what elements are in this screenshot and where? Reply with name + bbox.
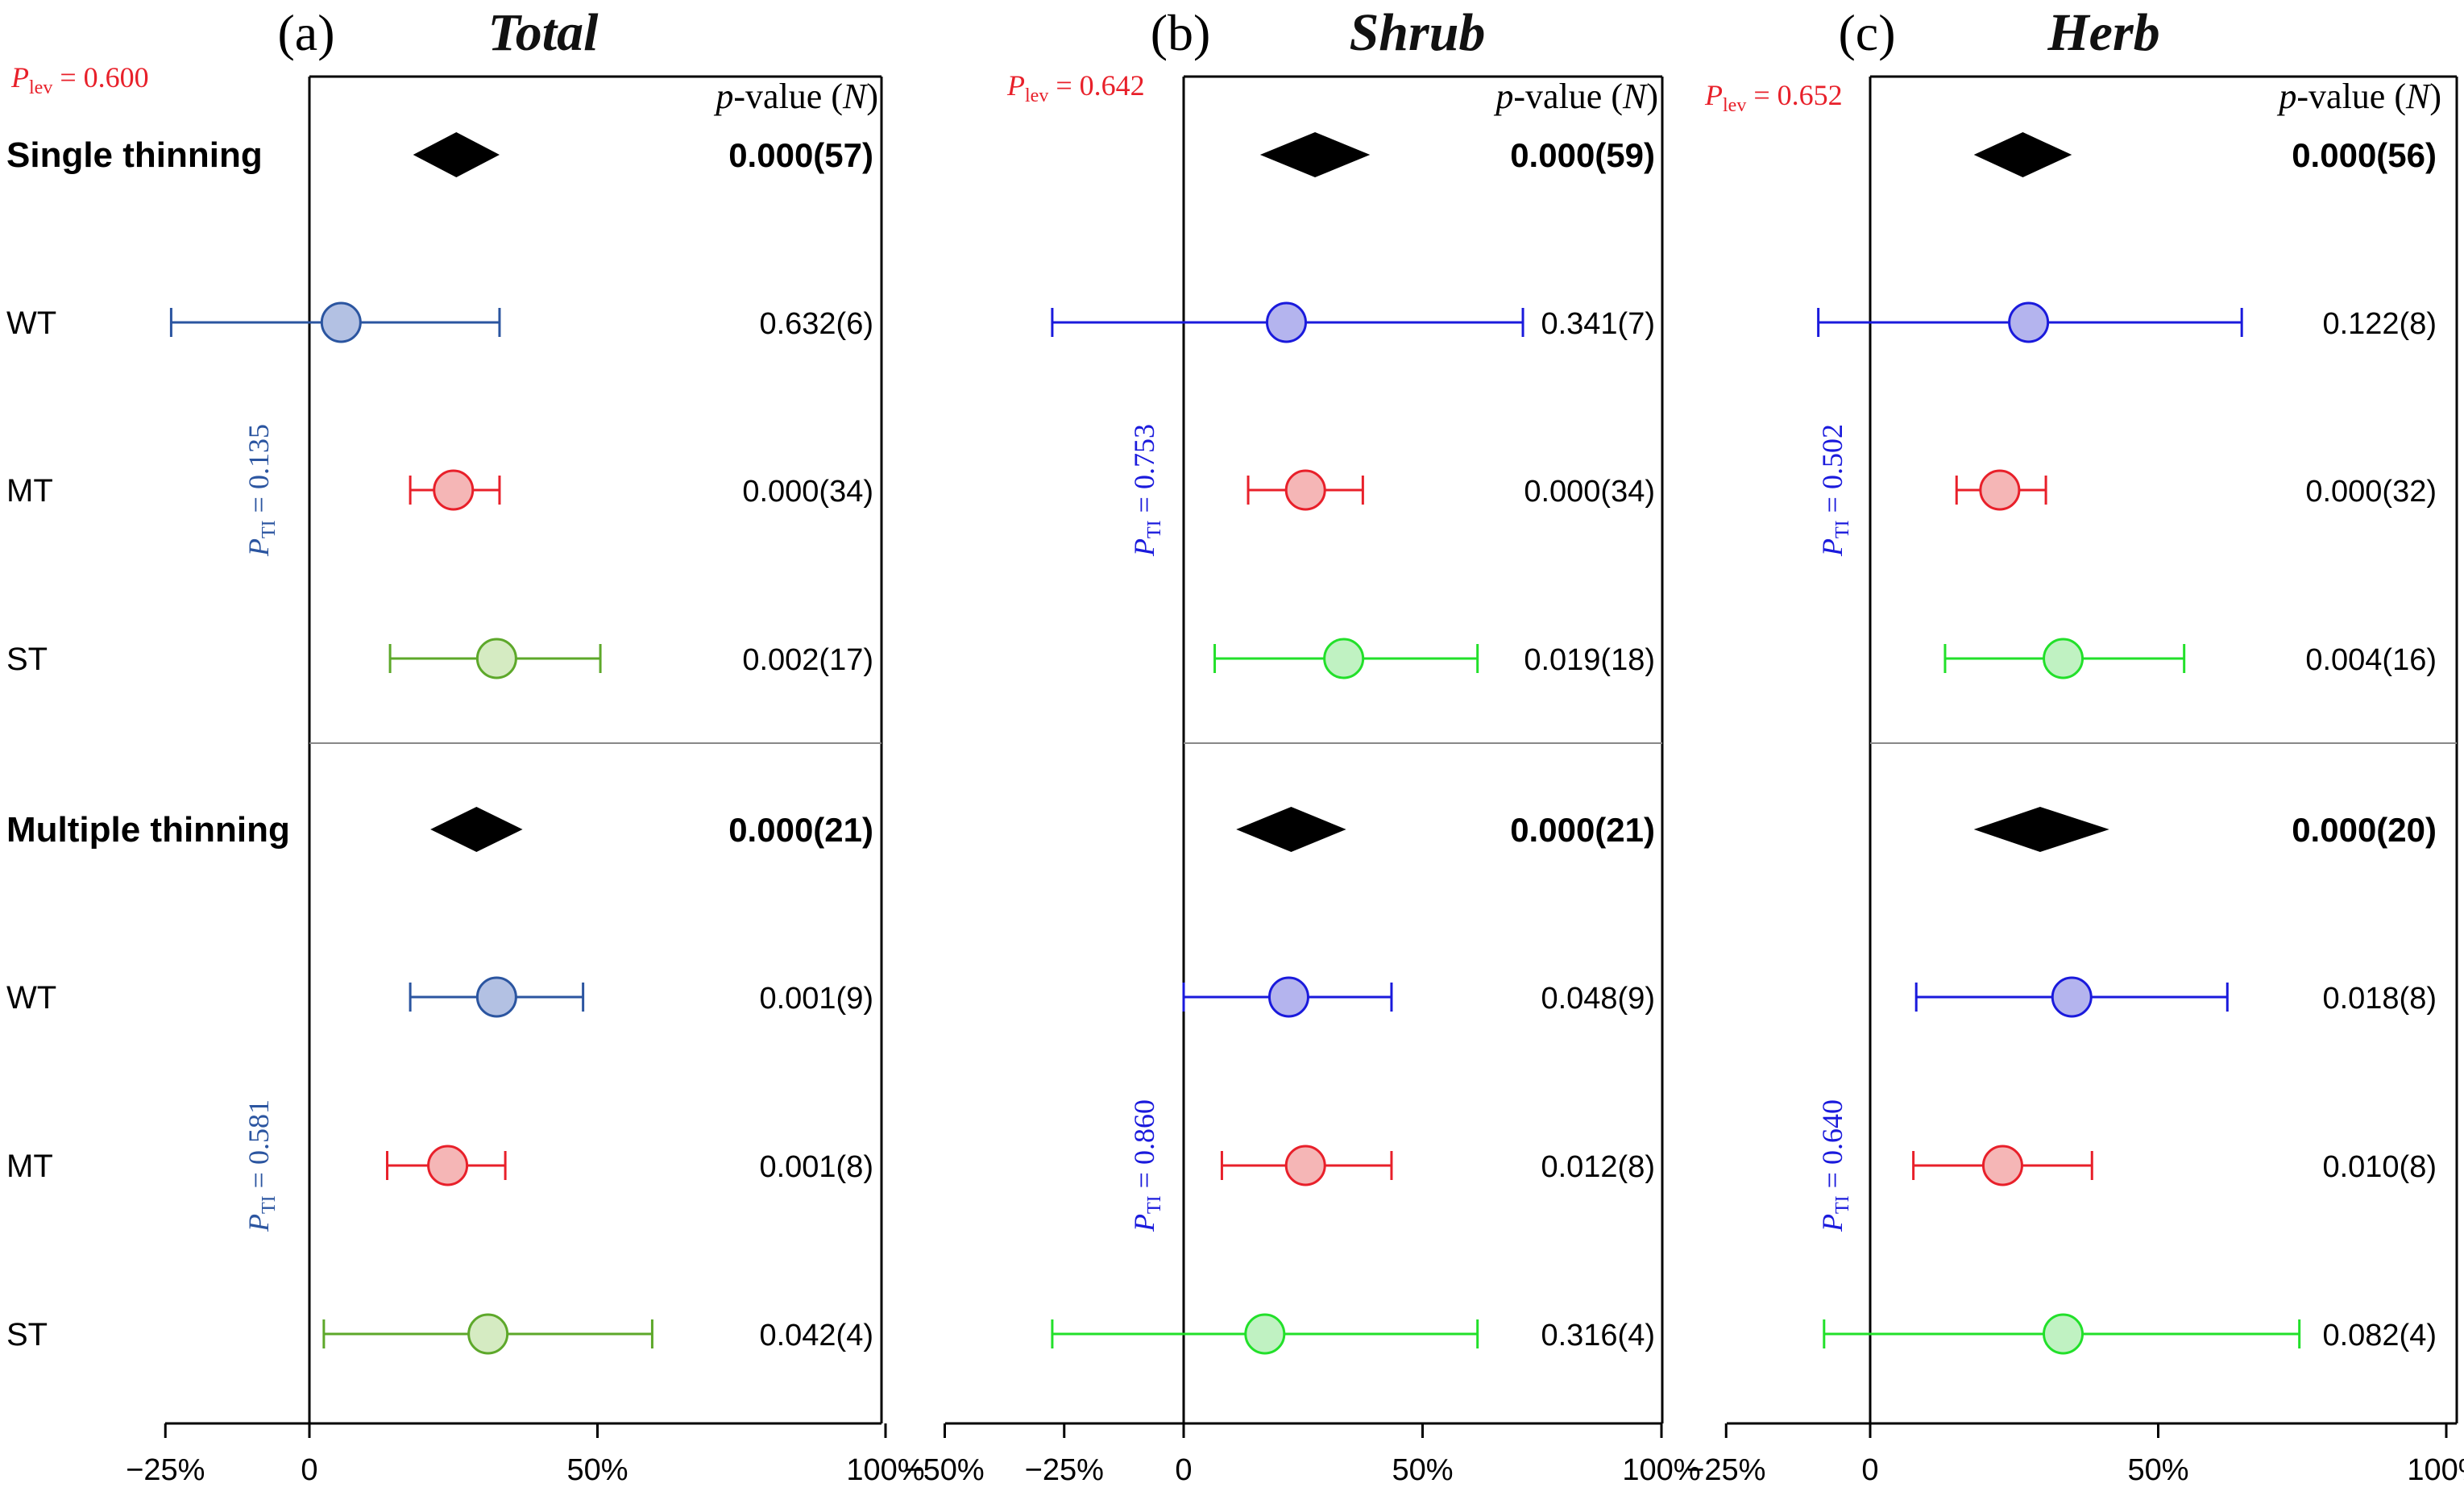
p-value-multiple-thinning-mt: 0.001(8): [759, 1150, 873, 1184]
pooled-diamond-multiple-thinning: [430, 807, 523, 852]
p-value-single-thinning-mt: 0.000(32): [2305, 475, 2437, 509]
p-value-column-header: p-value (N): [1493, 77, 1658, 116]
p-value-multiple-thinning-wt: 0.018(8): [2322, 982, 2437, 1016]
pooled-diamond-single-thinning: [413, 132, 500, 177]
panel-title: Herb: [2047, 3, 2159, 62]
p-ti-annotation-multiple-thinning: PTI = 0.581: [243, 1099, 280, 1232]
p-value-multiple-thinning-wt: 0.048(9): [1541, 982, 1655, 1016]
point-estimate-multiple-thinning-st: [2043, 1313, 2084, 1355]
point-estimate-multiple-thinning-wt: [1267, 976, 1309, 1018]
p-value-single-thinning-mt: 0.000(34): [742, 475, 873, 509]
x-tick-label: 100%: [2407, 1453, 2464, 1487]
point-estimate-single-thinning-mt: [1979, 469, 2021, 511]
p-value-multiple-thinning-wt: 0.001(9): [759, 982, 873, 1016]
x-tick-label: 50%: [2127, 1453, 2188, 1487]
p-value-single-thinning-st: 0.002(17): [742, 643, 873, 677]
x-tick-label: 0: [1175, 1453, 1192, 1487]
pooled-p-value-multiple-thinning: 0.000(20): [2292, 811, 2437, 849]
x-tick-label: 0: [1861, 1453, 1878, 1487]
x-tick-label: −25%: [126, 1453, 205, 1487]
point-estimate-single-thinning-wt: [1265, 301, 1307, 343]
panel-label: (c): [1838, 4, 1895, 61]
x-tick-label: −25%: [1686, 1453, 1765, 1487]
point-estimate-multiple-thinning-mt: [427, 1145, 469, 1186]
group-label-single-thinning: Single thinning: [6, 135, 263, 175]
point-estimate-single-thinning-wt: [2008, 301, 2050, 343]
p-value-multiple-thinning-mt: 0.010(8): [2322, 1150, 2437, 1184]
x-tick-label: 50%: [1392, 1453, 1453, 1487]
point-estimate-multiple-thinning-mt: [1284, 1145, 1326, 1186]
panel-title: Shrub: [1350, 3, 1486, 62]
x-tick-label: −50%: [905, 1453, 984, 1487]
pooled-diamond-single-thinning: [1973, 132, 2072, 177]
p-value-single-thinning-wt: 0.632(6): [759, 307, 873, 341]
pooled-p-value-multiple-thinning: 0.000(21): [1510, 811, 1655, 849]
row-label-single-thinning-wt: WT: [6, 305, 56, 341]
p-ti-annotation-multiple-thinning: PTI = 0.640: [1816, 1099, 1853, 1232]
p-value-column-header: p-value (N): [713, 77, 878, 116]
p-value-column-header: p-value (N): [2276, 77, 2441, 116]
panel-herb: (c) Herb Plev = 0.652 p-value (N) −25% 0 50% 10…: [1686, 3, 2464, 1487]
pooled-p-value-single-thinning: 0.000(59): [1510, 136, 1655, 174]
point-estimate-single-thinning-wt: [320, 301, 362, 343]
row-label-multiple-thinning-st: ST: [6, 1317, 48, 1352]
pooled-p-value-single-thinning: 0.000(56): [2292, 136, 2437, 174]
p-value-single-thinning-wt: 0.122(8): [2322, 307, 2437, 341]
point-estimate-single-thinning-st: [2043, 638, 2084, 679]
p-value-multiple-thinning-st: 0.316(4): [1541, 1319, 1655, 1352]
panel-total: (a) Total Plev = 0.600 p-value (N) −25% 0 50% 1…: [6, 3, 925, 1487]
row-label-multiple-thinning-wt: WT: [6, 980, 56, 1016]
pooled-p-value-multiple-thinning: 0.000(21): [728, 811, 873, 849]
point-estimate-multiple-thinning-st: [1244, 1313, 1286, 1355]
p-value-multiple-thinning-st: 0.042(4): [759, 1319, 873, 1352]
p-ti-annotation-single-thinning: PTI = 0.502: [1816, 424, 1853, 557]
p-value-single-thinning-mt: 0.000(34): [1524, 475, 1655, 509]
point-estimate-single-thinning-mt: [433, 469, 475, 511]
point-estimate-single-thinning-mt: [1284, 469, 1326, 511]
row-label-multiple-thinning-mt: MT: [6, 1149, 53, 1184]
pooled-diamond-multiple-thinning: [1973, 807, 2109, 852]
point-estimate-multiple-thinning-st: [467, 1313, 509, 1355]
x-tick-label: 100%: [1622, 1453, 1700, 1487]
panel-shrub: (b) Shrub Plev = 0.642 p-value (N) −50% −25% 0…: [905, 3, 1700, 1487]
pooled-diamond-single-thinning: [1259, 132, 1371, 177]
group-label-multiple-thinning: Multiple thinning: [6, 810, 290, 850]
p-ti-annotation-single-thinning: PTI = 0.753: [1128, 424, 1165, 557]
point-estimate-multiple-thinning-wt: [2051, 976, 2093, 1018]
point-estimate-multiple-thinning-wt: [475, 976, 517, 1018]
row-label-single-thinning-mt: MT: [6, 473, 53, 509]
p-ti-annotation-single-thinning: PTI = 0.135: [243, 424, 280, 557]
p-value-multiple-thinning-mt: 0.012(8): [1541, 1150, 1655, 1184]
x-tick-label: 100%: [846, 1453, 924, 1487]
p-value-single-thinning-st: 0.004(16): [2305, 643, 2437, 677]
point-estimate-single-thinning-st: [475, 638, 517, 679]
p-value-single-thinning-st: 0.019(18): [1524, 643, 1655, 677]
pooled-p-value-single-thinning: 0.000(57): [728, 136, 873, 174]
point-estimate-single-thinning-st: [1323, 638, 1365, 679]
p-lev-annotation: Plev = 0.652: [1704, 79, 1843, 116]
row-label-single-thinning-st: ST: [6, 642, 48, 677]
p-lev-annotation: Plev = 0.600: [10, 61, 149, 98]
p-value-single-thinning-wt: 0.341(7): [1541, 307, 1655, 341]
panel-label: (a): [277, 4, 334, 61]
panel-label: (b): [1151, 4, 1211, 61]
pooled-diamond-multiple-thinning: [1236, 807, 1346, 852]
point-estimate-multiple-thinning-mt: [1981, 1145, 2023, 1186]
x-tick-label: −25%: [1025, 1453, 1104, 1487]
x-tick-label: 0: [301, 1453, 317, 1487]
x-tick-label: 50%: [566, 1453, 628, 1487]
p-ti-annotation-multiple-thinning: PTI = 0.860: [1128, 1099, 1165, 1232]
p-lev-annotation: Plev = 0.642: [1006, 69, 1145, 106]
p-value-multiple-thinning-st: 0.082(4): [2322, 1319, 2437, 1352]
panel-title: Total: [488, 3, 599, 62]
